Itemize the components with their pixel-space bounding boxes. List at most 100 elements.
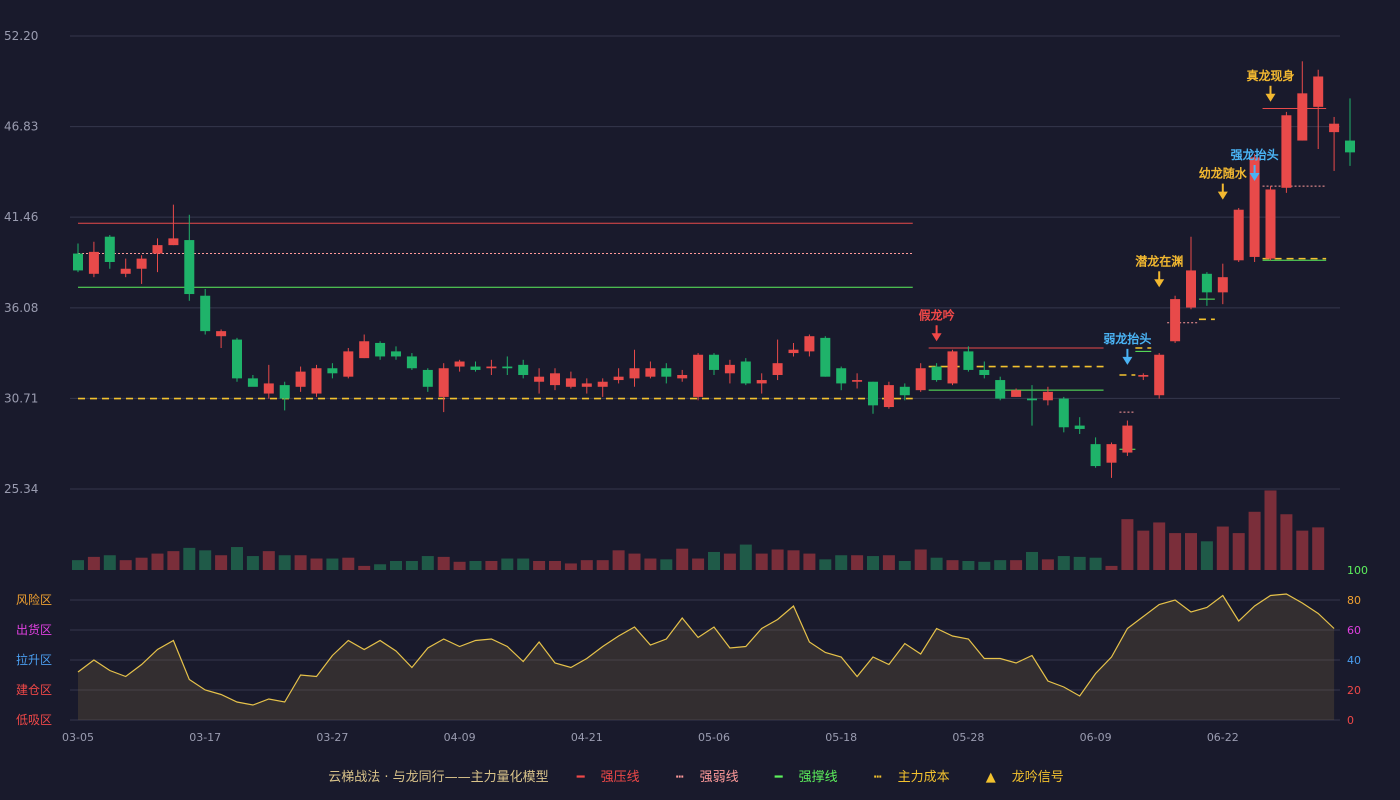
volume-bar <box>358 565 371 570</box>
candle-body <box>311 368 322 394</box>
level-lines <box>78 108 1327 450</box>
price-tick-label: 52.20 <box>4 29 38 43</box>
volume-bar <box>1073 556 1086 570</box>
volume-bar <box>501 558 514 570</box>
candle-body <box>1297 93 1308 141</box>
volume-bar <box>1232 533 1245 570</box>
candle-body <box>1249 157 1260 257</box>
signal-label: 真龙现身 <box>1246 68 1294 83</box>
candle-body <box>1106 444 1117 463</box>
volume-bar <box>723 553 736 570</box>
volume-bar <box>549 560 561 570</box>
price-tick-label: 36.08 <box>4 301 38 315</box>
zone-label: 建仓区 <box>16 683 52 697</box>
volume-bar <box>803 553 816 570</box>
date-tick-label: 06-22 <box>1207 731 1239 744</box>
candle-body <box>740 361 751 384</box>
candle-body <box>391 351 401 357</box>
signal-label: 假龙吟 <box>919 307 955 322</box>
candle-body <box>152 245 163 254</box>
indicator-tick-label: 40 <box>1347 654 1361 667</box>
candle-body <box>772 363 783 375</box>
volume-bar <box>533 560 546 570</box>
candle-body <box>1170 299 1181 342</box>
volume-bar <box>596 560 609 570</box>
volume-bar <box>342 557 355 570</box>
candle-body <box>1042 391 1053 401</box>
zone-label: 低吸区 <box>16 713 52 727</box>
candle-body <box>1281 115 1292 188</box>
candle-body <box>963 351 974 370</box>
legend-item-signal: ▲ 龙吟信号 <box>985 770 1064 785</box>
volume-bar <box>151 553 164 570</box>
volume-bar <box>1026 551 1038 570</box>
volume-bar <box>612 550 625 570</box>
candle-body <box>327 368 338 374</box>
candle-body <box>454 361 465 367</box>
volume-bar <box>1200 541 1213 570</box>
volume-bar <box>1137 530 1150 570</box>
candle-body <box>1265 189 1276 259</box>
date-tick-label: 03-27 <box>316 731 348 744</box>
volume-bar <box>215 555 228 570</box>
signal-label: 强龙抬头 <box>1231 147 1279 162</box>
candle-body <box>931 366 942 381</box>
candle-body <box>1058 398 1069 428</box>
price-tick-label: 41.46 <box>4 210 38 224</box>
candle-body <box>1074 425 1085 429</box>
legend-mark-signal: ▲ <box>985 770 996 785</box>
candle-body <box>470 366 481 370</box>
indicator-tick-label: 0 <box>1347 714 1354 727</box>
indicator-line <box>77 593 1335 706</box>
signal-arrow-head <box>1122 356 1133 365</box>
candle-body <box>1027 398 1037 401</box>
candle-body <box>613 376 624 381</box>
candle-body <box>693 354 704 397</box>
candle-body <box>804 336 815 352</box>
volume-bar <box>1248 511 1261 570</box>
candle-body <box>788 349 799 354</box>
price-tick-label: 30.71 <box>4 391 38 405</box>
legend-item-pressure: ━ 强压线 <box>576 770 640 785</box>
candle-body <box>279 385 290 399</box>
volume-bar <box>1185 533 1197 570</box>
candle-body <box>120 268 131 274</box>
volume-bar <box>1312 527 1325 570</box>
volume-bar <box>469 560 482 570</box>
candle-body <box>550 373 560 386</box>
candle-body <box>1217 277 1228 293</box>
candle-body <box>1233 209 1244 261</box>
volume-bar <box>453 561 466 570</box>
candle-body <box>359 341 370 359</box>
volume-bar <box>278 555 291 570</box>
indicator-tick-label: 80 <box>1347 594 1361 607</box>
volume-bar <box>914 549 927 570</box>
indicator-panel <box>77 593 1335 720</box>
volume-bar <box>835 555 848 570</box>
candle-body <box>724 364 735 374</box>
candle-body <box>295 371 306 387</box>
volume-bar <box>771 549 784 570</box>
candle-body <box>868 381 878 406</box>
signal-arrow-head <box>1217 191 1228 200</box>
candle-body <box>565 378 576 387</box>
volume-bar <box>1296 530 1309 570</box>
candle-body <box>136 258 147 269</box>
candle-body <box>1329 123 1340 133</box>
candle-body <box>406 356 417 369</box>
volume-bars <box>72 490 1325 570</box>
volume-bar <box>644 558 657 570</box>
volume-bar <box>103 555 116 570</box>
volume-bar <box>119 560 132 570</box>
volume-bar <box>517 558 530 570</box>
volume-bar <box>882 555 895 570</box>
volume-bar <box>692 558 705 570</box>
volume-bar <box>183 547 196 570</box>
candle-body <box>947 351 958 384</box>
candle-body <box>375 342 386 357</box>
indicator-tick-label: 60 <box>1347 624 1361 637</box>
volume-bar <box>978 561 991 570</box>
legend-mark-strength: ┅ <box>675 770 684 785</box>
candle-body <box>836 368 847 384</box>
